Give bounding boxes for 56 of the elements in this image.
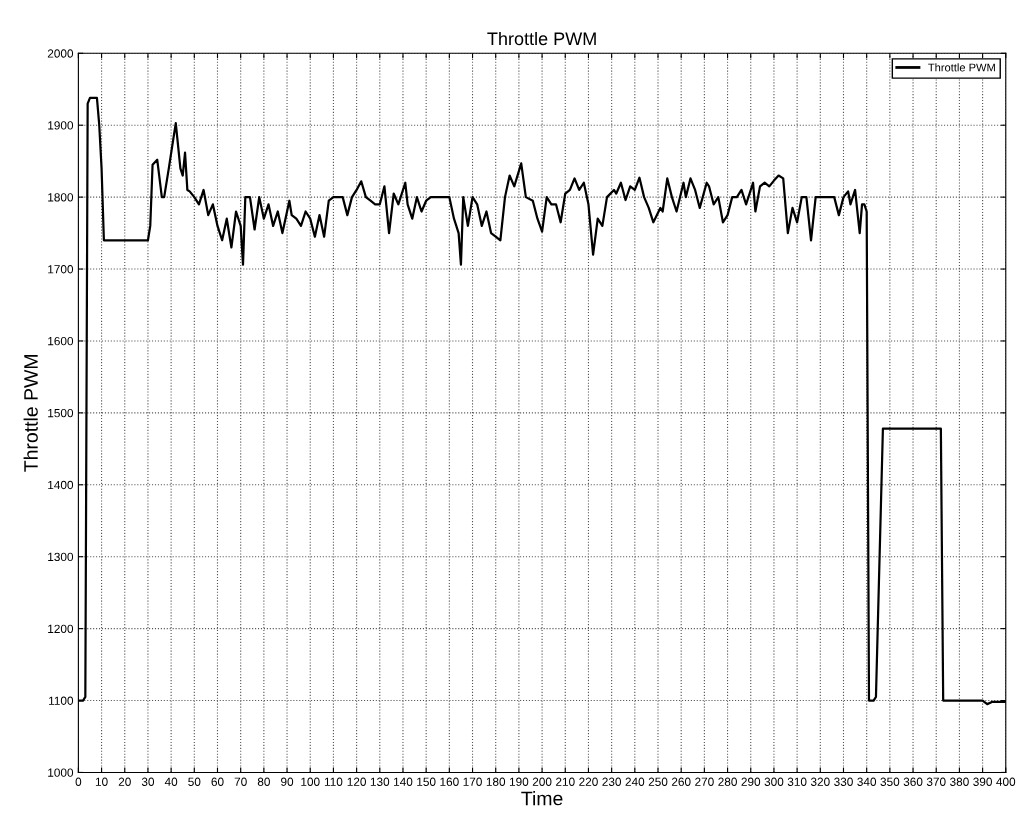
x-tick-label: 60 [211,777,224,786]
chart-title: Throttle PWM [487,31,596,46]
x-tick-label: 230 [602,777,622,786]
x-tick-label: 280 [718,777,737,786]
x-tick-label: 360 [903,777,923,786]
x-tick-label: 190 [509,777,529,786]
y-tick-label: 2000 [47,49,74,58]
x-tick-label: 210 [556,777,575,786]
x-tick-label: 10 [95,777,108,786]
x-tick-label: 240 [625,777,645,786]
x-tick-label: 40 [164,777,178,786]
x-tick-label: 0 [75,777,82,786]
x-tick-label: 220 [579,777,598,786]
x-tick-label: 110 [324,777,343,786]
y-tick-label: 1100 [49,696,74,705]
x-axis-title: Time [521,791,563,806]
x-tick-label: 380 [950,777,969,786]
y-axis-title: Throttle PWM [23,355,38,472]
y-tick-label: 1700 [48,265,74,274]
x-tick-label: 330 [834,777,853,786]
y-tick-label: 1500 [48,408,74,418]
y-tick-label: 1400 [48,480,74,490]
x-tick-label: 250 [648,777,668,786]
x-tick-label: 120 [347,777,366,786]
x-tick-label: 50 [188,777,201,786]
x-tick-label: 200 [532,777,552,786]
y-tick-label: 1600 [48,336,74,346]
x-tick-label: 70 [234,777,247,786]
x-tick-label: 180 [486,777,506,786]
y-tick-label: 1000 [48,768,74,777]
x-tick-label: 310 [787,777,807,786]
legend-label: Throttle PWM [928,63,995,72]
x-tick-label: 320 [810,777,830,786]
y-tick-label: 1800 [48,193,74,202]
x-tick-label: 140 [394,777,413,786]
y-tick-label: 1900 [48,121,74,130]
x-tick-label: 130 [370,777,390,786]
x-tick-label: 350 [880,777,900,786]
x-tick-label: 170 [463,777,482,786]
x-tick-label: 80 [257,777,270,786]
x-tick-label: 300 [764,777,784,786]
y-tick-label: 1300 [48,552,74,562]
x-tick-label: 340 [857,777,877,786]
x-tick-label: 390 [973,777,992,786]
x-tick-label: 160 [440,777,459,786]
x-tick-label: 370 [926,777,946,786]
x-tick-label: 400 [996,777,1016,786]
x-tick-label: 100 [301,777,320,786]
x-tick-label: 90 [281,777,294,786]
x-tick-label: 260 [671,777,691,786]
x-tick-label: 20 [118,777,131,786]
y-tick-label: 1200 [48,624,74,634]
x-tick-label: 150 [417,777,436,786]
x-tick-label: 30 [141,777,155,786]
x-tick-label: 290 [741,777,761,786]
x-tick-label: 270 [695,777,714,786]
